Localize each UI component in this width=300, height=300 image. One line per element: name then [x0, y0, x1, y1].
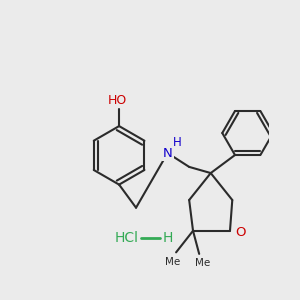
- Text: H: H: [172, 136, 181, 149]
- Text: HCl: HCl: [114, 231, 138, 245]
- Text: H: H: [163, 231, 173, 245]
- Text: HO: HO: [108, 94, 127, 107]
- Text: O: O: [236, 226, 246, 239]
- Text: Me: Me: [195, 258, 210, 268]
- Text: Me: Me: [165, 256, 181, 267]
- Text: N: N: [163, 146, 172, 160]
